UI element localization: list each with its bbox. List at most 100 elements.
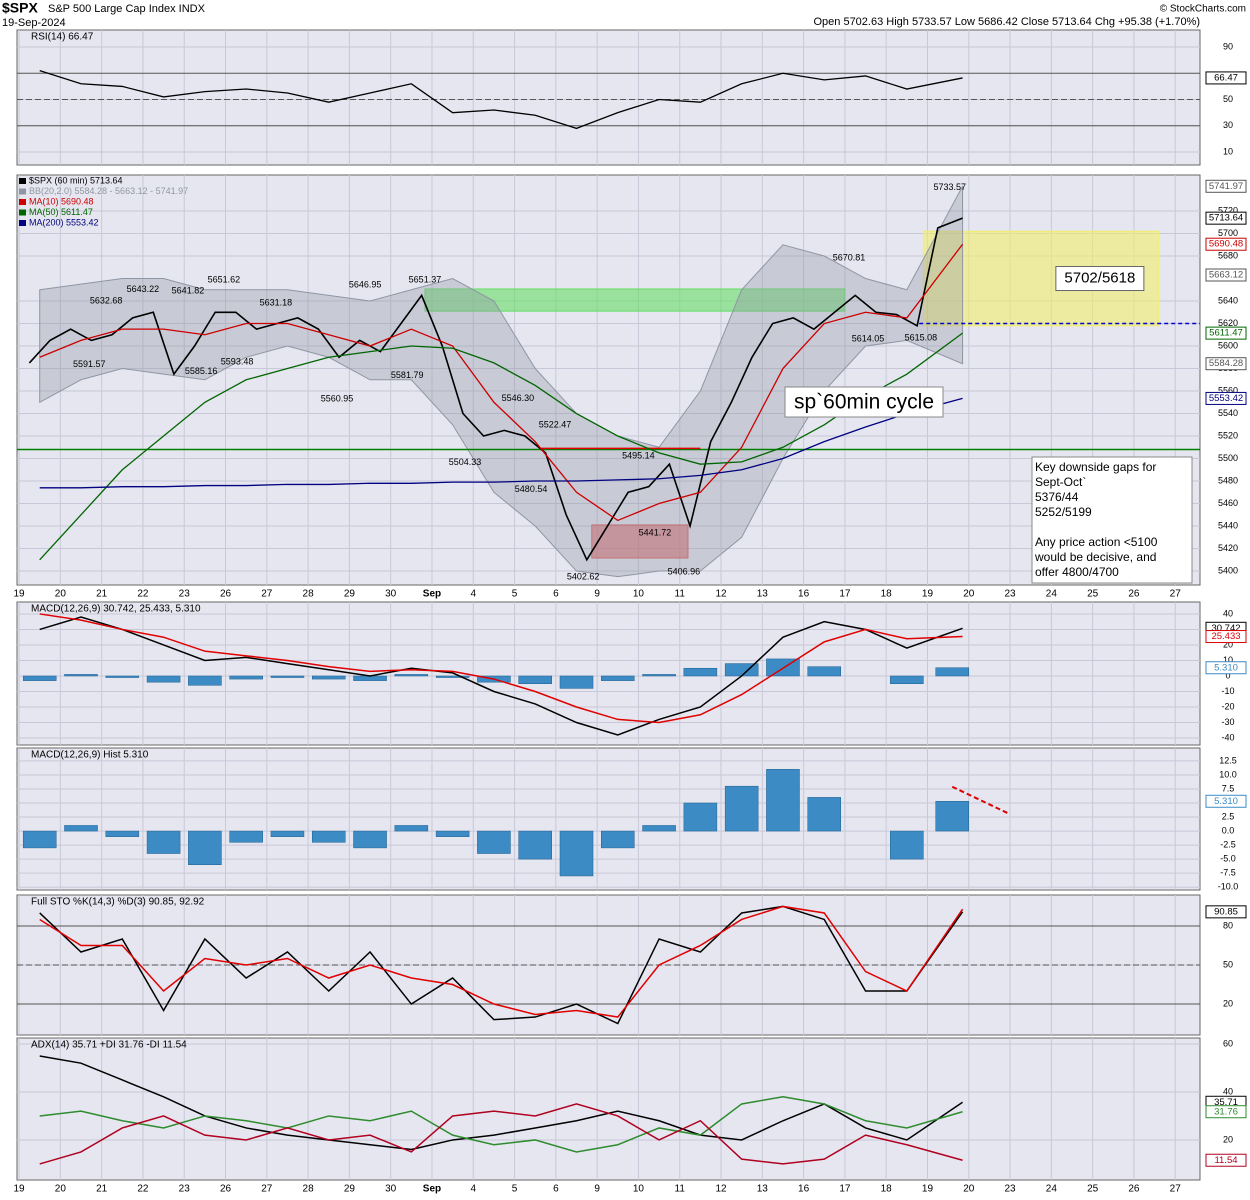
bar	[518, 830, 552, 860]
x-tick-label: 21	[96, 589, 108, 600]
value-tag	[1205, 1153, 1247, 1167]
bar	[766, 769, 800, 832]
y-tick-label: 30	[1223, 120, 1233, 130]
value-tag-label: 5690.48	[1209, 239, 1243, 250]
y-tick-label: 5460	[1218, 498, 1238, 508]
x-tick-label: 27	[261, 1184, 273, 1195]
series-line	[39, 70, 963, 130]
bar	[683, 667, 718, 677]
x-tick-label: 19	[922, 1184, 934, 1195]
x-tick-label: 11	[675, 1184, 686, 1195]
high-label: 5546.30	[502, 393, 535, 403]
y-tick-label: 5440	[1218, 520, 1238, 530]
note-text: would be decisive, and	[1034, 550, 1156, 564]
x-tick-label: 26	[1128, 589, 1140, 600]
series-line	[39, 1096, 963, 1153]
x-tick-label: 22	[137, 589, 149, 600]
value-tag-label: 25.433	[1211, 631, 1240, 642]
bar	[435, 675, 470, 678]
x-tick-label: 17	[839, 589, 851, 600]
series-line	[39, 332, 963, 561]
value-tag-label: 5.310	[1214, 796, 1238, 807]
y-tick-label: 0.0	[1222, 825, 1235, 835]
x-tick-label: 9	[594, 589, 600, 600]
low-label: 5406.96	[668, 567, 701, 577]
x-tick-label: 4	[470, 589, 476, 600]
series-line	[39, 905, 964, 1018]
y-tick-label: 5720	[1218, 205, 1238, 215]
bar	[724, 785, 759, 832]
low-label: 5441.72	[639, 527, 672, 537]
x-tick-label: Sep	[423, 1184, 441, 1195]
bar	[311, 675, 346, 680]
y-tick-label: -40	[1221, 732, 1234, 742]
note-box	[1031, 456, 1193, 584]
legend-swatch	[19, 178, 26, 184]
y-tick-label: -7.5	[1220, 868, 1236, 878]
bar	[229, 675, 263, 680]
series-line	[39, 613, 963, 724]
y-tick-label: 10.0	[1219, 769, 1237, 779]
x-tick-label: 23	[179, 589, 191, 600]
x-tick-label: 24	[1046, 1184, 1058, 1195]
x-tick-label: 24	[1046, 589, 1058, 600]
low-label: 5581.79	[391, 370, 424, 380]
y-tick-label: 10	[1223, 655, 1233, 665]
value-tag-label: 35.71	[1214, 1097, 1238, 1108]
x-tick-label: 12	[715, 589, 727, 600]
y-tick-label: 20	[1223, 1134, 1233, 1144]
value-tag	[1205, 905, 1247, 919]
x-tick-label: 29	[344, 1184, 356, 1195]
panel-title: ADX(14) 35.71 +DI 31.76 -DI 11.54	[31, 1040, 187, 1051]
x-tick-label: 16	[798, 589, 810, 600]
chart-date: 19-Sep-2024	[2, 17, 66, 29]
high-label: 5670.81	[833, 253, 866, 263]
legend-label: BB(20,2.0) 5584.28 - 5663.12 - 5741.97	[29, 186, 188, 196]
value-tag-label: 11.54	[1214, 1155, 1237, 1166]
bollinger-band	[39, 186, 964, 578]
note-text: offer 4800/4700	[1035, 565, 1119, 579]
low-label: 5585.16	[185, 366, 218, 376]
y-tick-label: 5500	[1218, 453, 1238, 463]
high-label: 5646.95	[349, 280, 382, 290]
bar	[642, 674, 676, 677]
x-tick-label: 30	[385, 589, 397, 600]
x-tick-label: 22	[137, 1184, 149, 1195]
y-tick-label: 5700	[1218, 228, 1238, 238]
x-tick-label: 6	[553, 1184, 559, 1195]
y-tick-label: 50	[1223, 94, 1233, 104]
y-tick-label: 40	[1223, 608, 1233, 618]
panel	[16, 29, 1201, 166]
note-text: 5376/44	[1035, 490, 1079, 504]
bar	[435, 830, 470, 837]
x-tick-label: 25	[1087, 1184, 1099, 1195]
note-box	[784, 386, 944, 418]
value-tag-label: 5663.12	[1209, 270, 1243, 281]
bar	[601, 830, 635, 849]
x-tick-label: 19	[14, 1184, 26, 1195]
x-tick-label: 20	[55, 1184, 67, 1195]
y-tick-label: 80	[1223, 920, 1233, 930]
bar	[188, 830, 222, 865]
value-tag	[1205, 357, 1247, 371]
value-tag	[1205, 630, 1247, 644]
x-tick-label: 23	[1004, 589, 1016, 600]
bar	[890, 830, 924, 860]
legend-label: MA(200) 5553.42	[29, 217, 99, 227]
zone	[591, 524, 689, 559]
y-tick-label: 7.5	[1222, 783, 1235, 793]
bar	[807, 666, 842, 677]
x-tick-label: 13	[757, 589, 769, 600]
x-tick-label: 25	[1087, 589, 1099, 600]
series-line	[28, 217, 963, 562]
bar	[22, 830, 57, 849]
panel-title: MACD(12,26,9) Hist 5.310	[31, 750, 149, 761]
y-tick-label: 5420	[1218, 543, 1238, 553]
series-line	[39, 243, 964, 522]
value-tag	[1205, 1105, 1247, 1119]
panel	[16, 747, 1201, 891]
bar	[559, 675, 594, 689]
value-tag-label: 90.85	[1214, 906, 1238, 917]
legend-label: MA(50) 5611.47	[29, 207, 93, 217]
